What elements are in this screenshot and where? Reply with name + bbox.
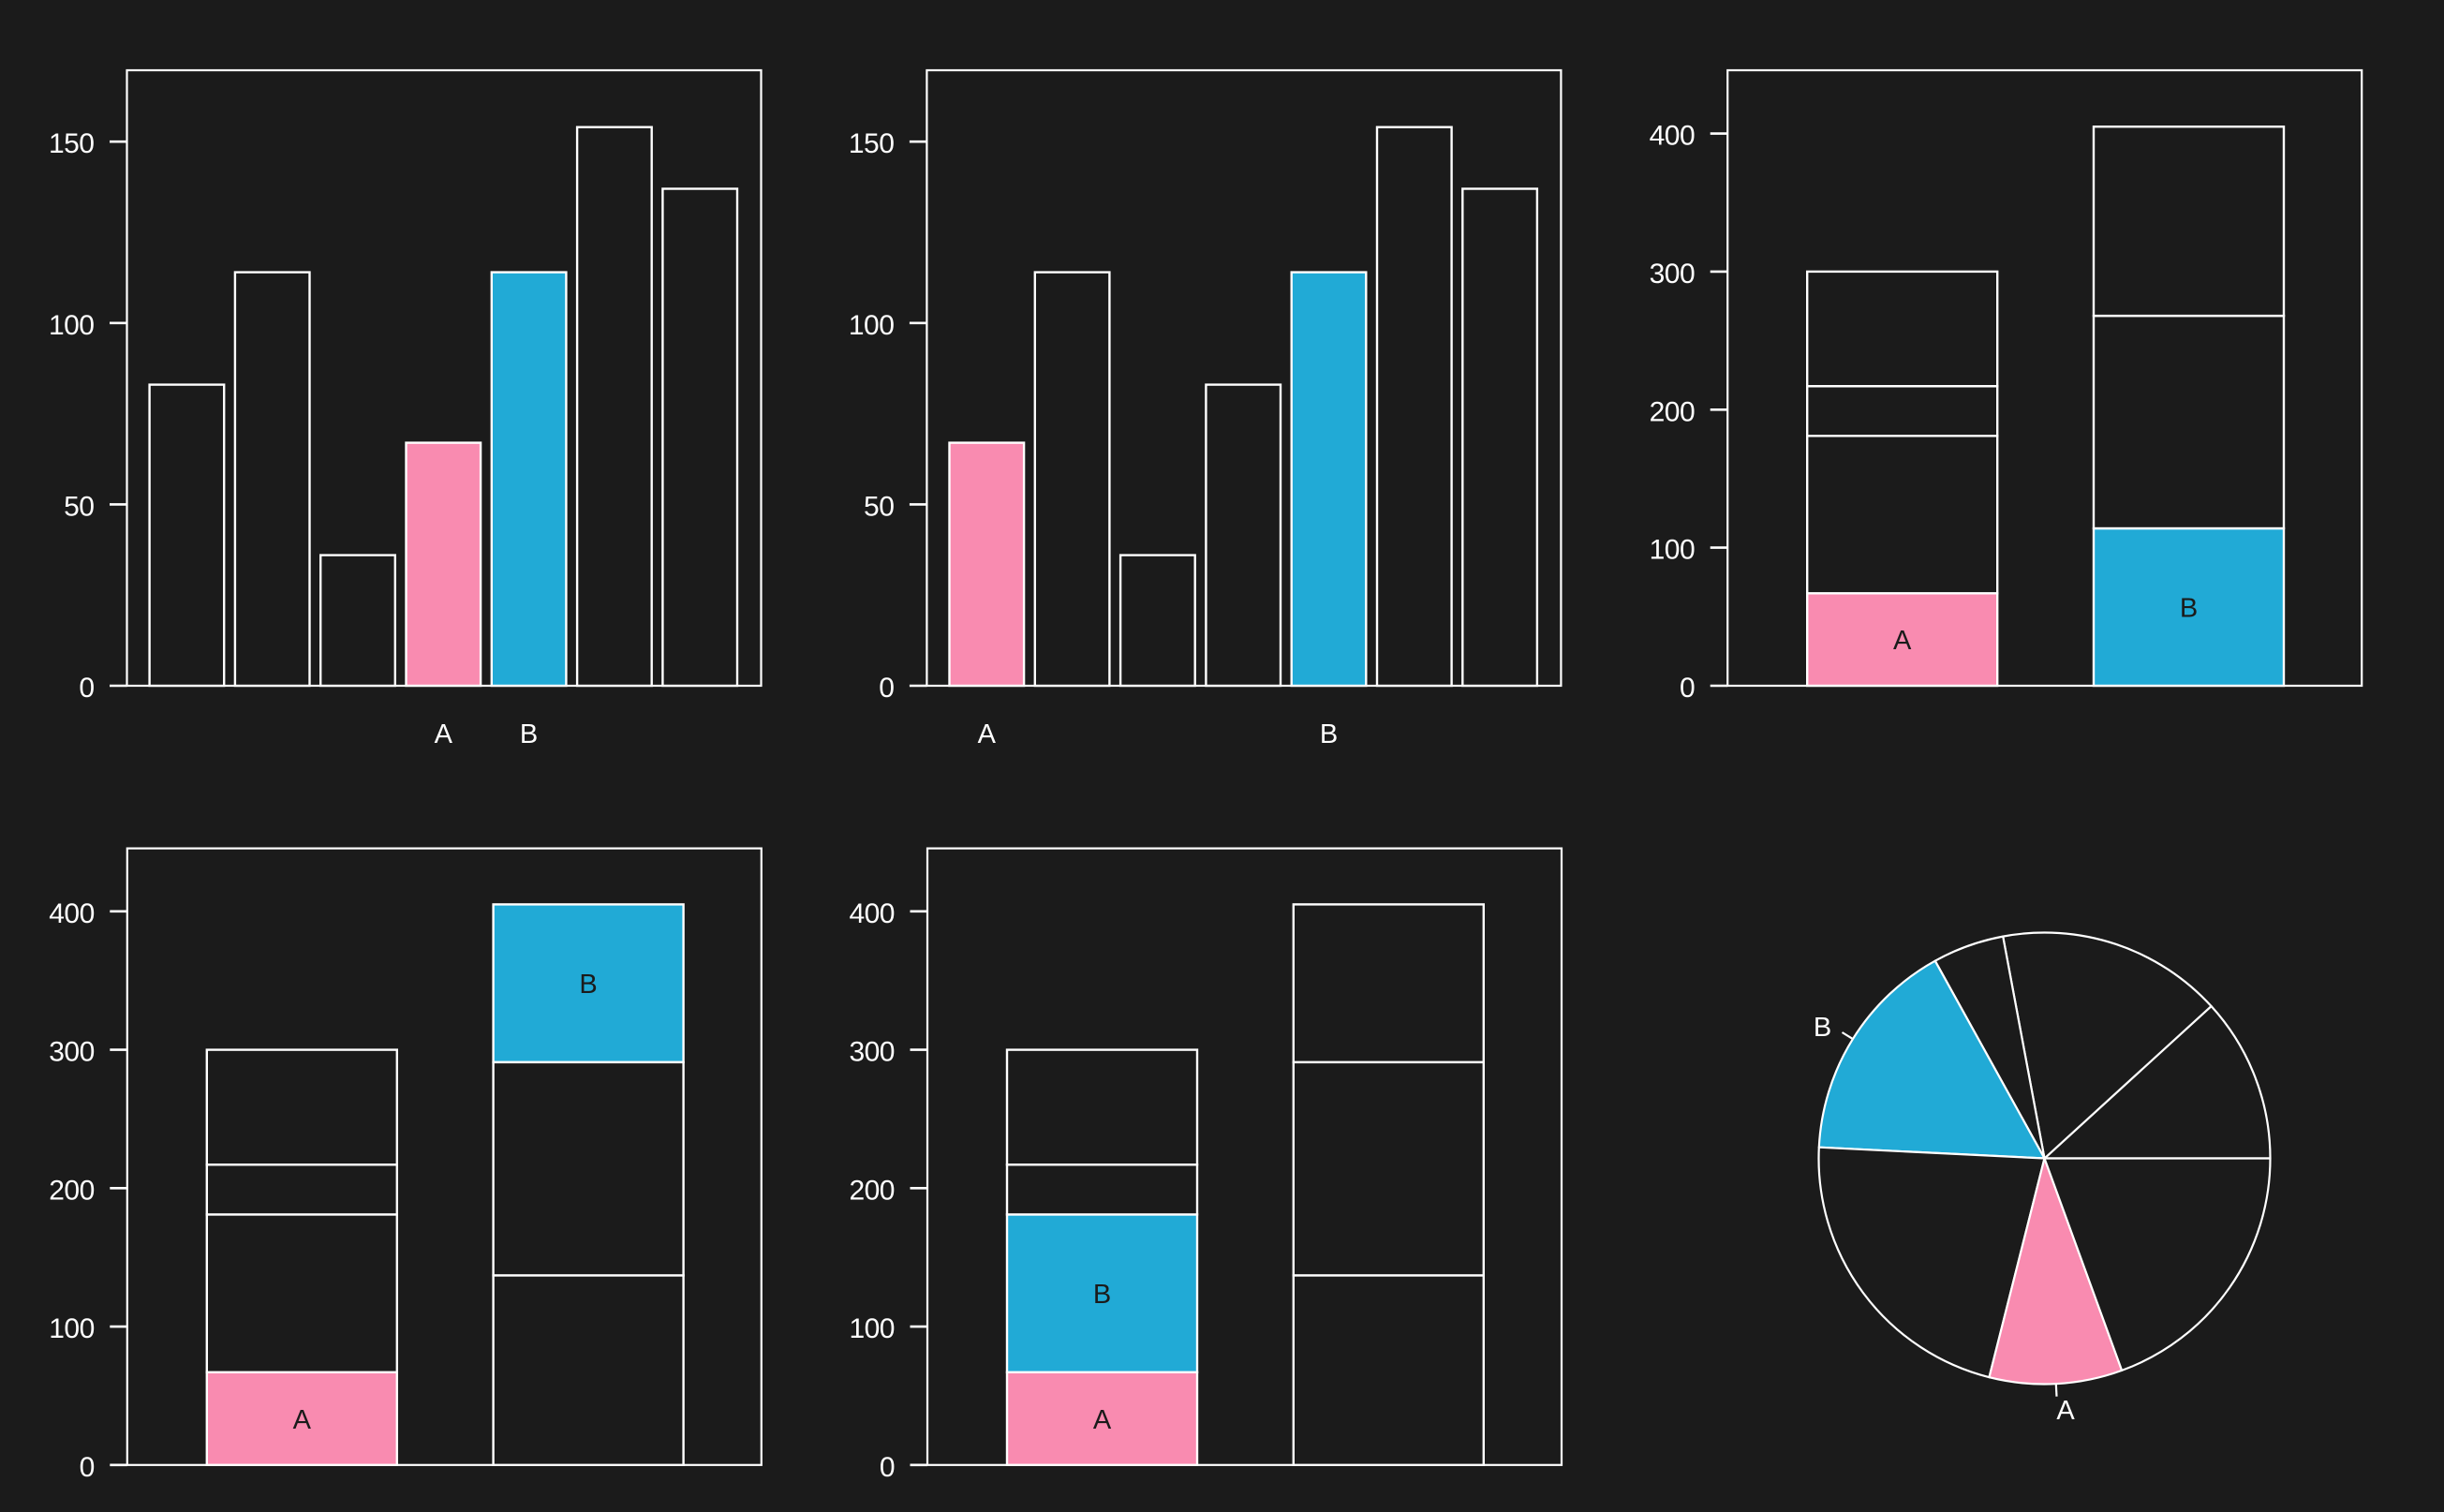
svg-text:0: 0	[880, 1452, 895, 1483]
svg-text:50: 50	[64, 491, 94, 522]
svg-text:300: 300	[49, 1037, 95, 1068]
svg-text:400: 400	[849, 898, 895, 929]
svg-text:300: 300	[1650, 259, 1696, 289]
svg-text:300: 300	[849, 1037, 895, 1068]
svg-text:150: 150	[849, 128, 895, 159]
svg-text:A: A	[1893, 626, 1912, 656]
svg-text:B: B	[1320, 719, 1338, 749]
svg-text:0: 0	[80, 1452, 95, 1483]
svg-text:400: 400	[1650, 121, 1696, 152]
svg-text:B: B	[1814, 1013, 1831, 1043]
svg-text:0: 0	[1680, 673, 1695, 704]
svg-text:B: B	[2180, 594, 2198, 624]
svg-text:B: B	[520, 719, 538, 749]
svg-text:400: 400	[49, 898, 95, 929]
svg-text:200: 200	[49, 1175, 95, 1206]
svg-text:0: 0	[79, 673, 94, 704]
svg-text:200: 200	[849, 1175, 895, 1206]
svg-text:A: A	[435, 719, 453, 749]
svg-text:100: 100	[1650, 535, 1696, 566]
svg-text:A: A	[293, 1405, 312, 1435]
svg-text:100: 100	[849, 310, 895, 341]
svg-text:A: A	[978, 719, 997, 749]
svg-text:A: A	[1093, 1405, 1112, 1435]
svg-text:50: 50	[864, 491, 894, 522]
svg-text:150: 150	[49, 128, 95, 159]
svg-text:0: 0	[879, 673, 894, 704]
svg-text:B: B	[579, 970, 597, 1000]
svg-text:100: 100	[849, 1313, 895, 1344]
svg-text:B: B	[1093, 1280, 1111, 1310]
svg-text:100: 100	[49, 310, 95, 341]
svg-text:200: 200	[1650, 396, 1696, 427]
svg-text:100: 100	[49, 1313, 95, 1344]
svg-text:A: A	[2056, 1396, 2075, 1426]
